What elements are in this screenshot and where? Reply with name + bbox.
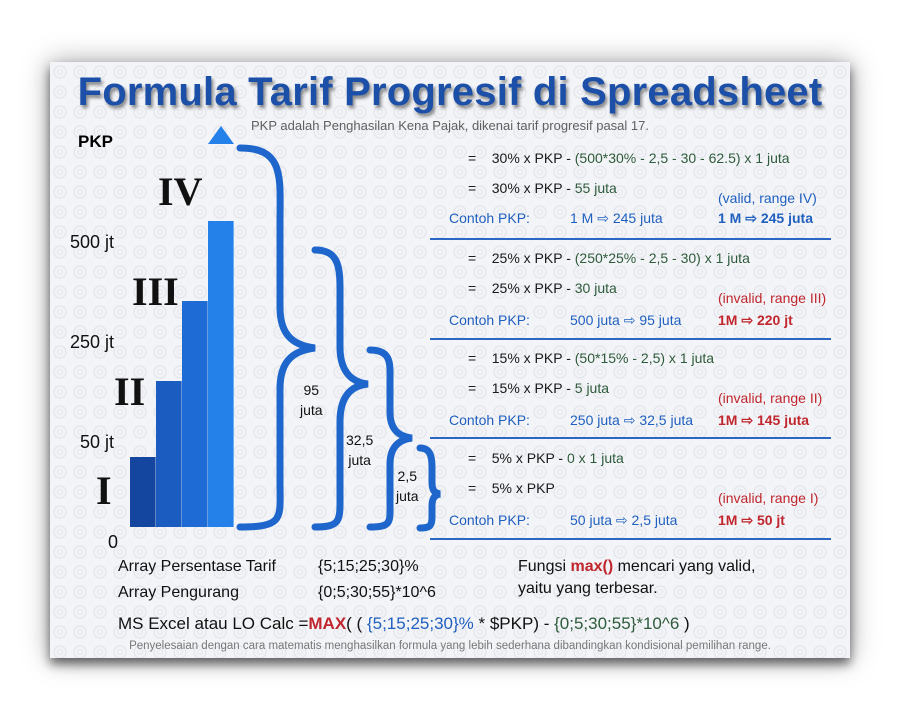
brace-label-95: 95 juta — [300, 382, 323, 418]
brace-iii — [311, 246, 369, 531]
divider-1 — [430, 238, 831, 240]
bar-iii — [182, 301, 208, 527]
section-i-result: 1M ⇨ 50 jt — [718, 512, 785, 528]
roman-ii: II — [114, 369, 146, 414]
section-iii-status: (invalid, range III) — [718, 290, 827, 306]
brace-group — [236, 144, 441, 532]
section-iii-example: 500 juta ⇨ 95 juta — [570, 312, 682, 328]
section-ii-eq1: = 15% x PKP - (50*15% - 2,5) x 1 juta — [468, 350, 715, 366]
arrow-up-icon — [208, 126, 234, 144]
section-iii-eq1: = 25% x PKP - (250*25% - 2,5 - 30) x 1 j… — [468, 250, 750, 266]
tick-0: 0 — [108, 532, 119, 552]
section-i-status: (invalid, range I) — [718, 490, 819, 506]
section-iv-result: 1 M ⇨ 245 juta — [718, 210, 813, 226]
section-iii-example-label: Contoh PKP: — [449, 312, 530, 328]
brace-iv — [236, 144, 316, 531]
section-ii-example-label: Contoh PKP: — [449, 412, 530, 428]
section-iv-eq2: = 30% x PKP - 55 juta — [468, 180, 617, 196]
brace-label-2-5: 2,5 juta — [396, 468, 419, 504]
section-i-example-label: Contoh PKP: — [449, 512, 530, 528]
divider-4 — [430, 538, 831, 540]
tick-250: 250 jt — [70, 332, 115, 352]
brace-label-32-5: 32,5 juta — [346, 432, 374, 468]
bar-i — [130, 457, 156, 527]
tick-500: 500 jt — [70, 232, 115, 252]
infographic-card: Formula Tarif Progresif di Spreadsheet P… — [50, 62, 850, 658]
subtitle: PKP adalah Penghasilan Kena Pajak, diken… — [251, 118, 649, 133]
max-note-line2: yaitu yang terbesar. — [518, 580, 658, 597]
section-iii-eq2: = 25% x PKP - 30 juta — [468, 280, 617, 296]
section-i-example: 50 juta ⇨ 2,5 juta — [570, 512, 678, 528]
axis-label-pkp: PKP — [78, 132, 113, 151]
roman-iv: IV — [158, 169, 203, 214]
section-ii-result: 1M ⇨ 145 juta — [718, 412, 810, 428]
array-persentase-value: {5;15;25;30}% — [318, 558, 419, 575]
section-iv-example: 1 M ⇨ 245 juta — [570, 210, 663, 226]
final-formula: MS Excel atau LO Calc =MAX( ( {5;15;25;3… — [118, 614, 690, 633]
section-i-eq1: = 5% x PKP - 0 x 1 juta — [468, 450, 624, 466]
roman-iii: III — [132, 269, 179, 314]
max-note-line1: Fungsi max() mencari yang valid, — [518, 558, 756, 575]
page-title: Formula Tarif Progresif di Spreadsheet — [77, 70, 823, 114]
array-pengurang-label: Array Pengurang — [118, 584, 239, 601]
section-iv-eq1: = 30% x PKP - (500*30% - 2,5 - 30 - 62.5… — [468, 150, 790, 166]
section-iv-status: (valid, range IV) — [718, 190, 817, 206]
footer-note: Penyelesaian dengan cara matematis mengh… — [129, 640, 771, 652]
section-ii-example: 250 juta ⇨ 32,5 juta — [570, 412, 694, 428]
tick-50: 50 jt — [80, 432, 115, 452]
section-ii-eq2: = 15% x PKP - 5 juta — [468, 380, 610, 396]
bar-ii — [156, 381, 182, 527]
section-iv-example-label: Contoh PKP: — [449, 210, 530, 226]
brace-i — [416, 444, 441, 532]
section-ii-status: (invalid, range II) — [718, 390, 823, 406]
roman-i: I — [96, 468, 112, 513]
divider-2 — [430, 338, 831, 340]
section-i-eq2: = 5% x PKP — [468, 480, 555, 496]
brace-ii — [366, 346, 413, 531]
array-persentase-label: Array Persentase Tarif — [118, 558, 276, 575]
section-iii-result: 1M ⇨ 220 jt — [718, 312, 793, 328]
divider-3 — [430, 437, 831, 439]
bar-iv — [208, 221, 234, 527]
array-pengurang-value: {0;5;30;55}*10^6 — [318, 584, 436, 601]
